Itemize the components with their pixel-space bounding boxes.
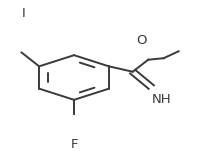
- Text: NH: NH: [151, 93, 171, 106]
- Text: O: O: [136, 34, 146, 47]
- Text: I: I: [21, 7, 25, 20]
- Text: F: F: [70, 138, 78, 151]
